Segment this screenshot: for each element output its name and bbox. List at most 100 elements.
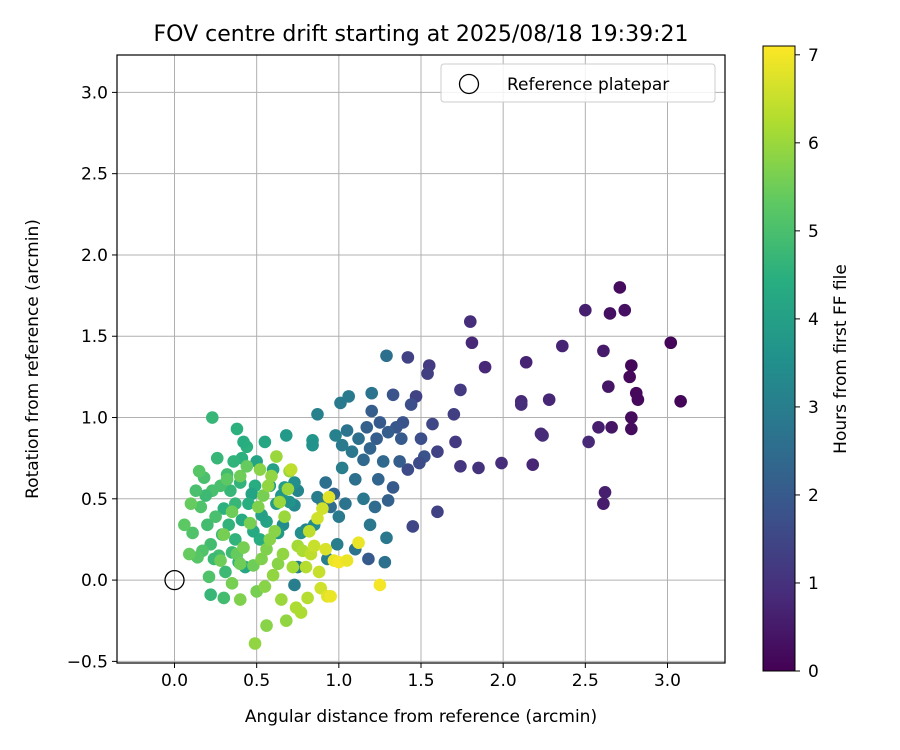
data-point xyxy=(186,526,199,540)
data-point xyxy=(463,315,477,328)
data-point xyxy=(227,455,240,468)
data-point xyxy=(258,580,272,593)
data-point xyxy=(194,500,208,514)
data-point xyxy=(240,459,254,473)
y-axis-ticks: −0.5 0.0 0.5 1.0 1.5 2.0 2.5 3.0 xyxy=(67,83,117,672)
data-point xyxy=(380,349,393,363)
data-point xyxy=(319,476,332,489)
data-point xyxy=(319,542,332,556)
y-tick-label: 3.0 xyxy=(81,83,108,103)
data-point xyxy=(183,547,196,561)
colorbar-tick-label: 4 xyxy=(808,310,819,330)
data-point xyxy=(401,351,415,364)
data-point xyxy=(276,547,290,561)
data-point xyxy=(286,560,300,574)
data-point xyxy=(256,489,270,502)
x-tick-label: 1.5 xyxy=(407,671,434,691)
data-point xyxy=(288,578,301,592)
data-point xyxy=(618,303,632,317)
reference-platepar-marker xyxy=(164,569,185,591)
data-point xyxy=(414,432,428,445)
data-point xyxy=(214,554,227,567)
data-point xyxy=(278,510,291,523)
y-tick-label: 2.0 xyxy=(81,246,108,266)
y-tick-label: 2.5 xyxy=(81,165,108,185)
data-point xyxy=(178,518,191,532)
data-point xyxy=(253,463,267,476)
y-tick-label: −0.5 xyxy=(67,652,108,672)
data-point xyxy=(275,593,288,606)
data-point xyxy=(386,388,400,402)
data-point xyxy=(371,472,385,486)
data-point xyxy=(674,394,687,408)
data-point xyxy=(306,438,319,452)
data-point xyxy=(598,486,612,499)
data-point xyxy=(542,393,556,406)
data-point xyxy=(279,614,293,628)
x-tick-label: 3.0 xyxy=(654,671,681,691)
data-point xyxy=(335,438,349,452)
data-point xyxy=(260,619,273,632)
colorbar-ticks: 0 1 2 3 4 5 6 7 xyxy=(795,46,819,682)
data-point xyxy=(233,593,247,606)
data-point xyxy=(431,505,444,519)
data-point xyxy=(381,425,395,439)
x-tick-label: 1.0 xyxy=(325,671,352,691)
data-point xyxy=(192,464,206,478)
data-point xyxy=(454,459,467,473)
data-point xyxy=(368,500,382,514)
x-tick-label: 2.0 xyxy=(490,671,517,691)
data-point xyxy=(345,445,359,458)
data-point xyxy=(623,370,636,384)
data-point xyxy=(340,424,354,437)
data-point xyxy=(401,463,415,476)
data-point xyxy=(209,510,222,523)
data-point xyxy=(243,516,257,530)
data-point xyxy=(352,536,365,550)
colorbar-gradient xyxy=(762,45,796,672)
colorbar-tick-label: 6 xyxy=(808,134,819,154)
data-point xyxy=(534,427,548,441)
data-point xyxy=(230,422,244,436)
y-axis-label: Rotation from reference (arcmin) xyxy=(23,219,43,499)
data-point xyxy=(322,490,336,504)
data-point xyxy=(519,355,533,369)
data-point xyxy=(265,469,278,483)
data-point xyxy=(252,500,265,514)
data-point xyxy=(495,456,508,470)
data-point xyxy=(352,432,365,445)
data-point xyxy=(301,591,314,605)
colorbar-tick-label: 0 xyxy=(808,662,819,682)
data-point xyxy=(378,555,392,569)
data-point xyxy=(592,420,605,434)
data-point xyxy=(324,590,337,603)
data-point xyxy=(220,472,234,486)
data-point xyxy=(454,383,467,397)
data-point xyxy=(329,429,342,442)
data-point xyxy=(229,533,242,546)
data-point xyxy=(406,520,420,533)
data-point xyxy=(365,404,379,418)
data-point xyxy=(299,560,313,574)
x-tick-label: 0.5 xyxy=(243,671,270,691)
data-point xyxy=(311,512,324,525)
legend-entry-reference: Reference platepar xyxy=(507,75,669,95)
data-point xyxy=(373,416,387,429)
data-point xyxy=(664,336,678,350)
data-point xyxy=(393,455,406,468)
data-point xyxy=(365,386,379,400)
data-point xyxy=(597,497,610,510)
data-point xyxy=(447,407,461,421)
x-tick-label: 2.5 xyxy=(572,671,599,691)
data-point xyxy=(526,458,540,471)
data-point xyxy=(629,386,643,400)
data-point xyxy=(199,489,213,502)
data-point xyxy=(294,606,308,619)
data-point xyxy=(202,570,216,584)
data-point xyxy=(413,456,426,470)
data-point xyxy=(332,510,346,523)
data-point xyxy=(242,497,255,510)
colorbar-tick-label: 7 xyxy=(808,46,819,66)
data-point xyxy=(311,490,324,504)
